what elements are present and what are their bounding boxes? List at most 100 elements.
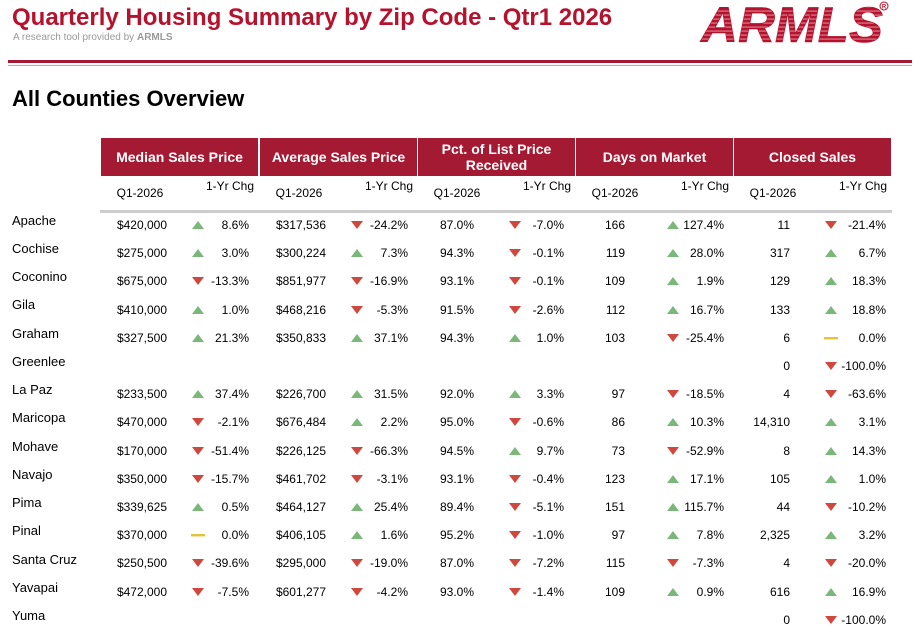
table-cell-value: $406,105: [275, 528, 326, 543]
table-cell-change: -21.4%: [847, 218, 886, 232]
trend-down-icon: [825, 362, 837, 370]
table-cell-change: 37.1%: [373, 330, 408, 345]
trend-down-icon: [825, 503, 837, 511]
trend-up-icon: [825, 305, 837, 314]
trend-up-icon: [192, 221, 204, 229]
trend-down-icon: [667, 333, 679, 342]
table-cell-value: 317: [769, 246, 790, 261]
trend-up-icon: [192, 249, 204, 258]
table-cell-value: 119: [605, 246, 625, 261]
table-cell-value: 93.1%: [439, 471, 474, 486]
trend-up-icon: [825, 587, 837, 596]
table-cell-change: 3.3%: [536, 387, 564, 402]
table-cell-change: 0.9%: [696, 584, 724, 599]
trend-down-icon: [825, 390, 837, 399]
table-cell-change: 3.0%: [221, 246, 249, 261]
trend-up-icon: [667, 249, 679, 258]
table-cell-change: 2.2%: [380, 415, 408, 430]
table-cell-value: $410,000: [116, 302, 167, 317]
header-rule-thin: [8, 65, 912, 66]
table-cell-change: -20.0%: [847, 556, 886, 571]
trend-up-icon: [351, 390, 363, 399]
trend-down-icon: [351, 474, 363, 483]
table-cell-change: 1.6%: [380, 528, 408, 543]
svg-text:R: R: [882, 4, 887, 10]
table-cell-value: 115: [605, 556, 625, 571]
subheader-period: Q1-2026: [749, 186, 797, 200]
county-name: La Paz: [12, 382, 53, 397]
trend-up-icon: [192, 305, 204, 314]
table-cell-value: 129: [769, 274, 790, 289]
trend-up-icon: [667, 587, 679, 596]
county-name: Pima: [12, 495, 42, 510]
table-cell-change: 21.3%: [214, 330, 249, 345]
table-cell-change: -0.4%: [532, 471, 564, 486]
trend-up-icon: [667, 277, 679, 286]
table-cell-change: -1.4%: [532, 584, 564, 599]
logo-text: ARMLS: [699, 0, 883, 46]
table-cell-change: 16.9%: [851, 584, 886, 599]
table-cell-change: 9.7%: [536, 443, 564, 458]
county-name: Cochise: [12, 241, 59, 256]
table-cell-value: 89.4%: [439, 500, 474, 514]
table-cell-value: 4: [783, 387, 790, 402]
subheader-change: 1-Yr Chg: [838, 179, 888, 193]
table-cell-change: 127.4%: [683, 218, 724, 232]
county-name: Santa Cruz: [12, 552, 78, 567]
table-cell-change: -18.5%: [685, 387, 724, 402]
table-cell-value: $601,277: [275, 584, 326, 599]
table-cell-value: 95.0%: [439, 415, 474, 430]
trend-up-icon: [351, 249, 363, 258]
table-cell-value: 95.2%: [439, 528, 474, 543]
table-cell-change: -4.2%: [376, 584, 408, 599]
header-divider: [100, 210, 892, 213]
table-cell-value: $675,000: [116, 274, 167, 289]
trend-up-icon: [351, 418, 363, 427]
table-cell-change: 0.0%: [858, 330, 886, 345]
subtitle-brand: ARMLS: [136, 32, 173, 43]
table-cell-value: 123: [604, 471, 625, 486]
table-cell-change: 3.1%: [858, 415, 886, 430]
trend-down-icon: [509, 503, 521, 511]
table-cell-value: 94.3%: [439, 330, 474, 345]
table-cell-change: -10.2%: [847, 500, 886, 514]
table-cell-change: 115.7%: [684, 500, 724, 514]
table-cell-value: 14,310: [753, 415, 790, 430]
group-header-median-sales-price: Median Sales Price: [101, 138, 258, 176]
trend-down-icon: [509, 474, 521, 483]
trend-up-icon: [667, 418, 679, 427]
trend-down-icon: [192, 418, 204, 427]
table-cell-change: -7.0%: [532, 218, 564, 232]
table-cell-change: -16.9%: [369, 274, 408, 289]
trend-up-icon: [351, 531, 363, 540]
county-name: Gila: [12, 297, 36, 312]
table-cell-change: -0.1%: [532, 246, 564, 261]
trend-down-icon: [192, 474, 204, 483]
table-cell-change: -19.0%: [369, 556, 408, 571]
table-cell-change: 8.6%: [221, 218, 249, 232]
trend-down-icon: [509, 418, 521, 427]
trend-up-icon: [192, 390, 204, 399]
table-cell-change: 25.4%: [373, 500, 408, 514]
subheader-change: 1-Yr Chg: [680, 179, 730, 193]
table-cell-value: 151: [604, 500, 625, 514]
group-header-closed-sales: Closed Sales: [734, 138, 891, 176]
group-header-average-sales-price: Average Sales Price: [260, 138, 417, 176]
table-cell-value: 44: [776, 500, 790, 514]
table-cell-value: 109: [604, 274, 625, 289]
table-cell-change: 6.7%: [858, 246, 886, 261]
trend-up-icon: [509, 446, 521, 455]
county-name: Yuma: [12, 608, 46, 623]
table-cell-value: 112: [605, 302, 625, 317]
table-cell-value: 73: [611, 443, 625, 458]
trend-down-icon: [509, 277, 521, 286]
subheader-change: 1-Yr Chg: [364, 179, 414, 193]
trend-down-icon: [351, 221, 363, 229]
table-cell-value: 109: [604, 584, 625, 599]
table-cell-change: 28.0%: [689, 246, 724, 261]
table-cell-change: -7.2%: [532, 556, 564, 571]
table-cell-change: -5.1%: [532, 500, 564, 514]
trend-down-icon: [509, 531, 521, 540]
table-cell-change: -25.4%: [685, 330, 724, 345]
trend-up-icon: [667, 305, 679, 314]
